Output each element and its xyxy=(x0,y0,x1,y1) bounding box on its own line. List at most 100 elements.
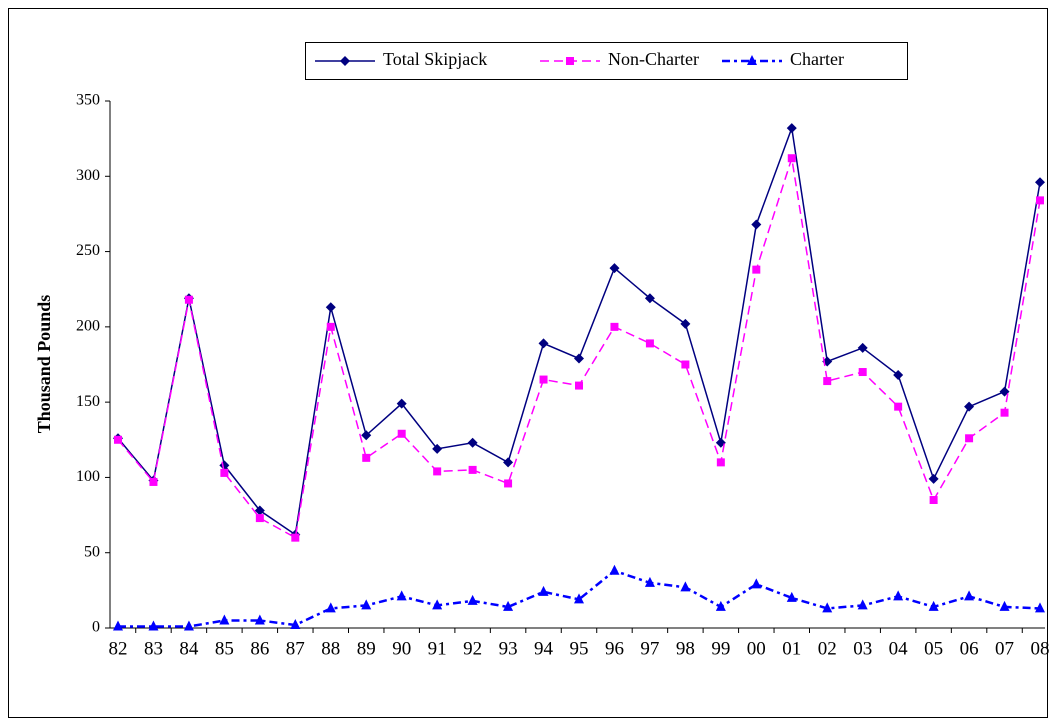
marker xyxy=(894,402,903,411)
x-tick-label: 85 xyxy=(215,638,234,659)
marker xyxy=(681,360,690,369)
marker xyxy=(503,457,514,468)
marker xyxy=(928,600,939,611)
y-axis-label: Thousand Pounds xyxy=(34,295,54,434)
marker xyxy=(1000,408,1009,417)
legend-marker xyxy=(747,55,757,65)
y-tick-label: 100 xyxy=(76,468,100,485)
marker xyxy=(680,581,691,592)
y-tick-label: 300 xyxy=(76,167,100,184)
marker xyxy=(964,590,975,601)
x-tick-label: 98 xyxy=(676,638,695,659)
marker xyxy=(396,590,407,601)
marker xyxy=(893,370,904,381)
marker xyxy=(467,594,478,605)
marker xyxy=(786,591,797,602)
marker xyxy=(113,620,123,631)
marker xyxy=(397,429,406,438)
marker xyxy=(219,614,230,625)
x-tick-label: 96 xyxy=(605,638,624,659)
x-tick-label: 99 xyxy=(711,638,730,659)
marker xyxy=(362,453,371,462)
marker xyxy=(538,338,549,349)
x-tick-label: 94 xyxy=(534,638,554,659)
marker xyxy=(786,123,797,134)
x-tick-label: 02 xyxy=(818,638,837,659)
y-tick-label: 0 xyxy=(92,619,100,636)
x-tick-label: 82 xyxy=(109,638,128,659)
x-tick-label: 83 xyxy=(144,638,163,659)
x-tick-label: 03 xyxy=(853,638,872,659)
marker xyxy=(857,342,868,353)
x-tick-label: 92 xyxy=(463,638,482,659)
x-tick-label: 97 xyxy=(640,638,659,659)
marker xyxy=(857,599,868,610)
x-tick-label: 08 xyxy=(1031,638,1050,659)
marker xyxy=(964,401,975,412)
marker xyxy=(574,593,584,604)
marker xyxy=(929,496,938,505)
x-tick-label: 04 xyxy=(889,638,909,659)
marker xyxy=(823,377,832,386)
x-tick-label: 93 xyxy=(499,638,518,659)
marker xyxy=(787,154,796,163)
marker xyxy=(254,505,265,516)
marker xyxy=(148,620,159,631)
x-tick-label: 90 xyxy=(392,638,411,659)
x-tick-label: 07 xyxy=(995,638,1014,659)
marker xyxy=(609,564,620,575)
marker xyxy=(183,620,194,631)
y-tick-label: 250 xyxy=(76,242,100,259)
marker xyxy=(752,265,761,274)
marker xyxy=(325,602,336,613)
y-tick-label: 150 xyxy=(76,393,100,410)
marker xyxy=(715,600,726,611)
marker xyxy=(432,599,443,610)
marker xyxy=(858,368,867,377)
legend-marker xyxy=(566,57,574,65)
marker xyxy=(432,443,443,454)
marker xyxy=(928,473,939,484)
x-tick-label: 86 xyxy=(250,638,269,659)
x-tick-label: 05 xyxy=(924,638,943,659)
marker xyxy=(467,437,478,448)
marker xyxy=(680,318,691,329)
marker xyxy=(291,533,300,542)
x-tick-label: 91 xyxy=(428,638,447,659)
x-tick-label: 00 xyxy=(747,638,766,659)
x-tick-label: 01 xyxy=(782,638,801,659)
x-tick-label: 88 xyxy=(321,638,340,659)
marker xyxy=(999,600,1010,611)
y-tick-label: 350 xyxy=(76,92,100,109)
marker xyxy=(254,614,265,625)
marker xyxy=(539,375,548,384)
marker xyxy=(575,381,583,390)
marker xyxy=(326,322,335,331)
marker xyxy=(114,435,122,444)
marker xyxy=(822,602,833,613)
x-tick-label: 95 xyxy=(570,638,589,659)
series-line xyxy=(118,569,1041,628)
marker xyxy=(468,465,477,474)
marker xyxy=(751,219,762,230)
marker xyxy=(610,322,619,331)
legend-label: Non-Charter xyxy=(608,49,699,69)
marker xyxy=(255,514,264,523)
marker xyxy=(574,353,584,364)
legend-label: Total Skipjack xyxy=(383,49,487,69)
marker xyxy=(609,263,620,274)
y-tick-label: 50 xyxy=(84,543,100,560)
marker xyxy=(504,479,513,488)
frame xyxy=(8,8,1048,718)
marker xyxy=(433,467,442,476)
marker xyxy=(965,434,974,443)
legend-label: Charter xyxy=(790,49,844,69)
marker xyxy=(1035,602,1045,613)
legend-marker xyxy=(340,56,350,66)
marker xyxy=(716,458,725,467)
marker xyxy=(149,477,158,486)
y-tick-label: 200 xyxy=(76,318,100,335)
marker xyxy=(1035,177,1045,188)
marker xyxy=(361,599,372,610)
